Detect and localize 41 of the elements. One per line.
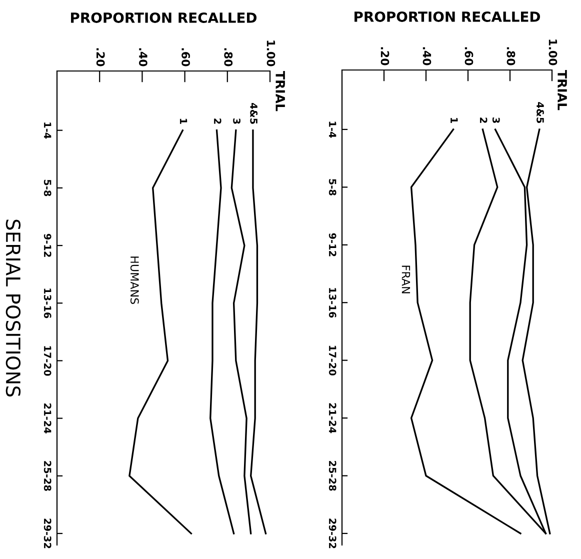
legend-title: TRIAL — [558, 70, 567, 110]
y-tick-label: 29-32 — [44, 518, 52, 548]
y-tick-label: 9-12 — [328, 233, 336, 256]
text: 3 — [492, 118, 500, 123]
text: HUMANS — [130, 256, 139, 304]
y-tick-label: 25-28 — [328, 460, 336, 491]
legend-title: TRIAL — [276, 71, 285, 112]
y-tick-label: 1-4 — [44, 122, 52, 139]
y-tick-label: 21-24 — [329, 403, 336, 434]
x-tick-label: .20 — [96, 48, 105, 66]
x-axis-title: PROPORTION RECALLED — [71, 12, 257, 23]
text: 1 — [450, 118, 458, 124]
y-tick-label: 13-16 — [44, 288, 52, 318]
text: 3 — [233, 118, 240, 124]
y-tick-label: 25-28 — [44, 461, 52, 491]
x-tick-label: .20 — [380, 47, 390, 66]
text: 2 — [214, 118, 222, 124]
y-tick-label: 13-16 — [328, 288, 336, 318]
text: FRAN — [402, 266, 410, 294]
text: 2 — [480, 118, 488, 123]
text: 4&5 — [536, 102, 544, 123]
x-tick-label: 1.00 — [548, 40, 558, 66]
x-tick-label: .40 — [138, 48, 148, 66]
x-tick-label: .80 — [224, 48, 233, 66]
x-tick-label: .40 — [422, 47, 432, 66]
text: 1 — [180, 118, 188, 124]
y-tick-label: 5-8 — [328, 179, 336, 196]
y-tick-label: 17-20 — [44, 346, 52, 376]
x-axis-title: PROPORTION RECALLED — [354, 11, 540, 22]
y-tick-label: 29-32 — [328, 518, 336, 548]
y-axis-title: SERIAL POSITIONS — [6, 220, 21, 396]
y-tick-label: 17-20 — [328, 346, 336, 376]
y-tick-label: 1-4 — [329, 122, 336, 138]
x-tick-label: .60 — [464, 47, 474, 66]
y-tick-label: 21-24 — [44, 404, 52, 434]
y-tick-label: 5-8 — [44, 180, 52, 196]
x-tick-label: 1.00 — [266, 40, 276, 66]
text: 4&5 — [250, 102, 258, 124]
x-tick-label: .60 — [182, 48, 190, 66]
x-tick-label: .80 — [506, 47, 516, 66]
y-tick-label: 9-12 — [44, 234, 52, 257]
